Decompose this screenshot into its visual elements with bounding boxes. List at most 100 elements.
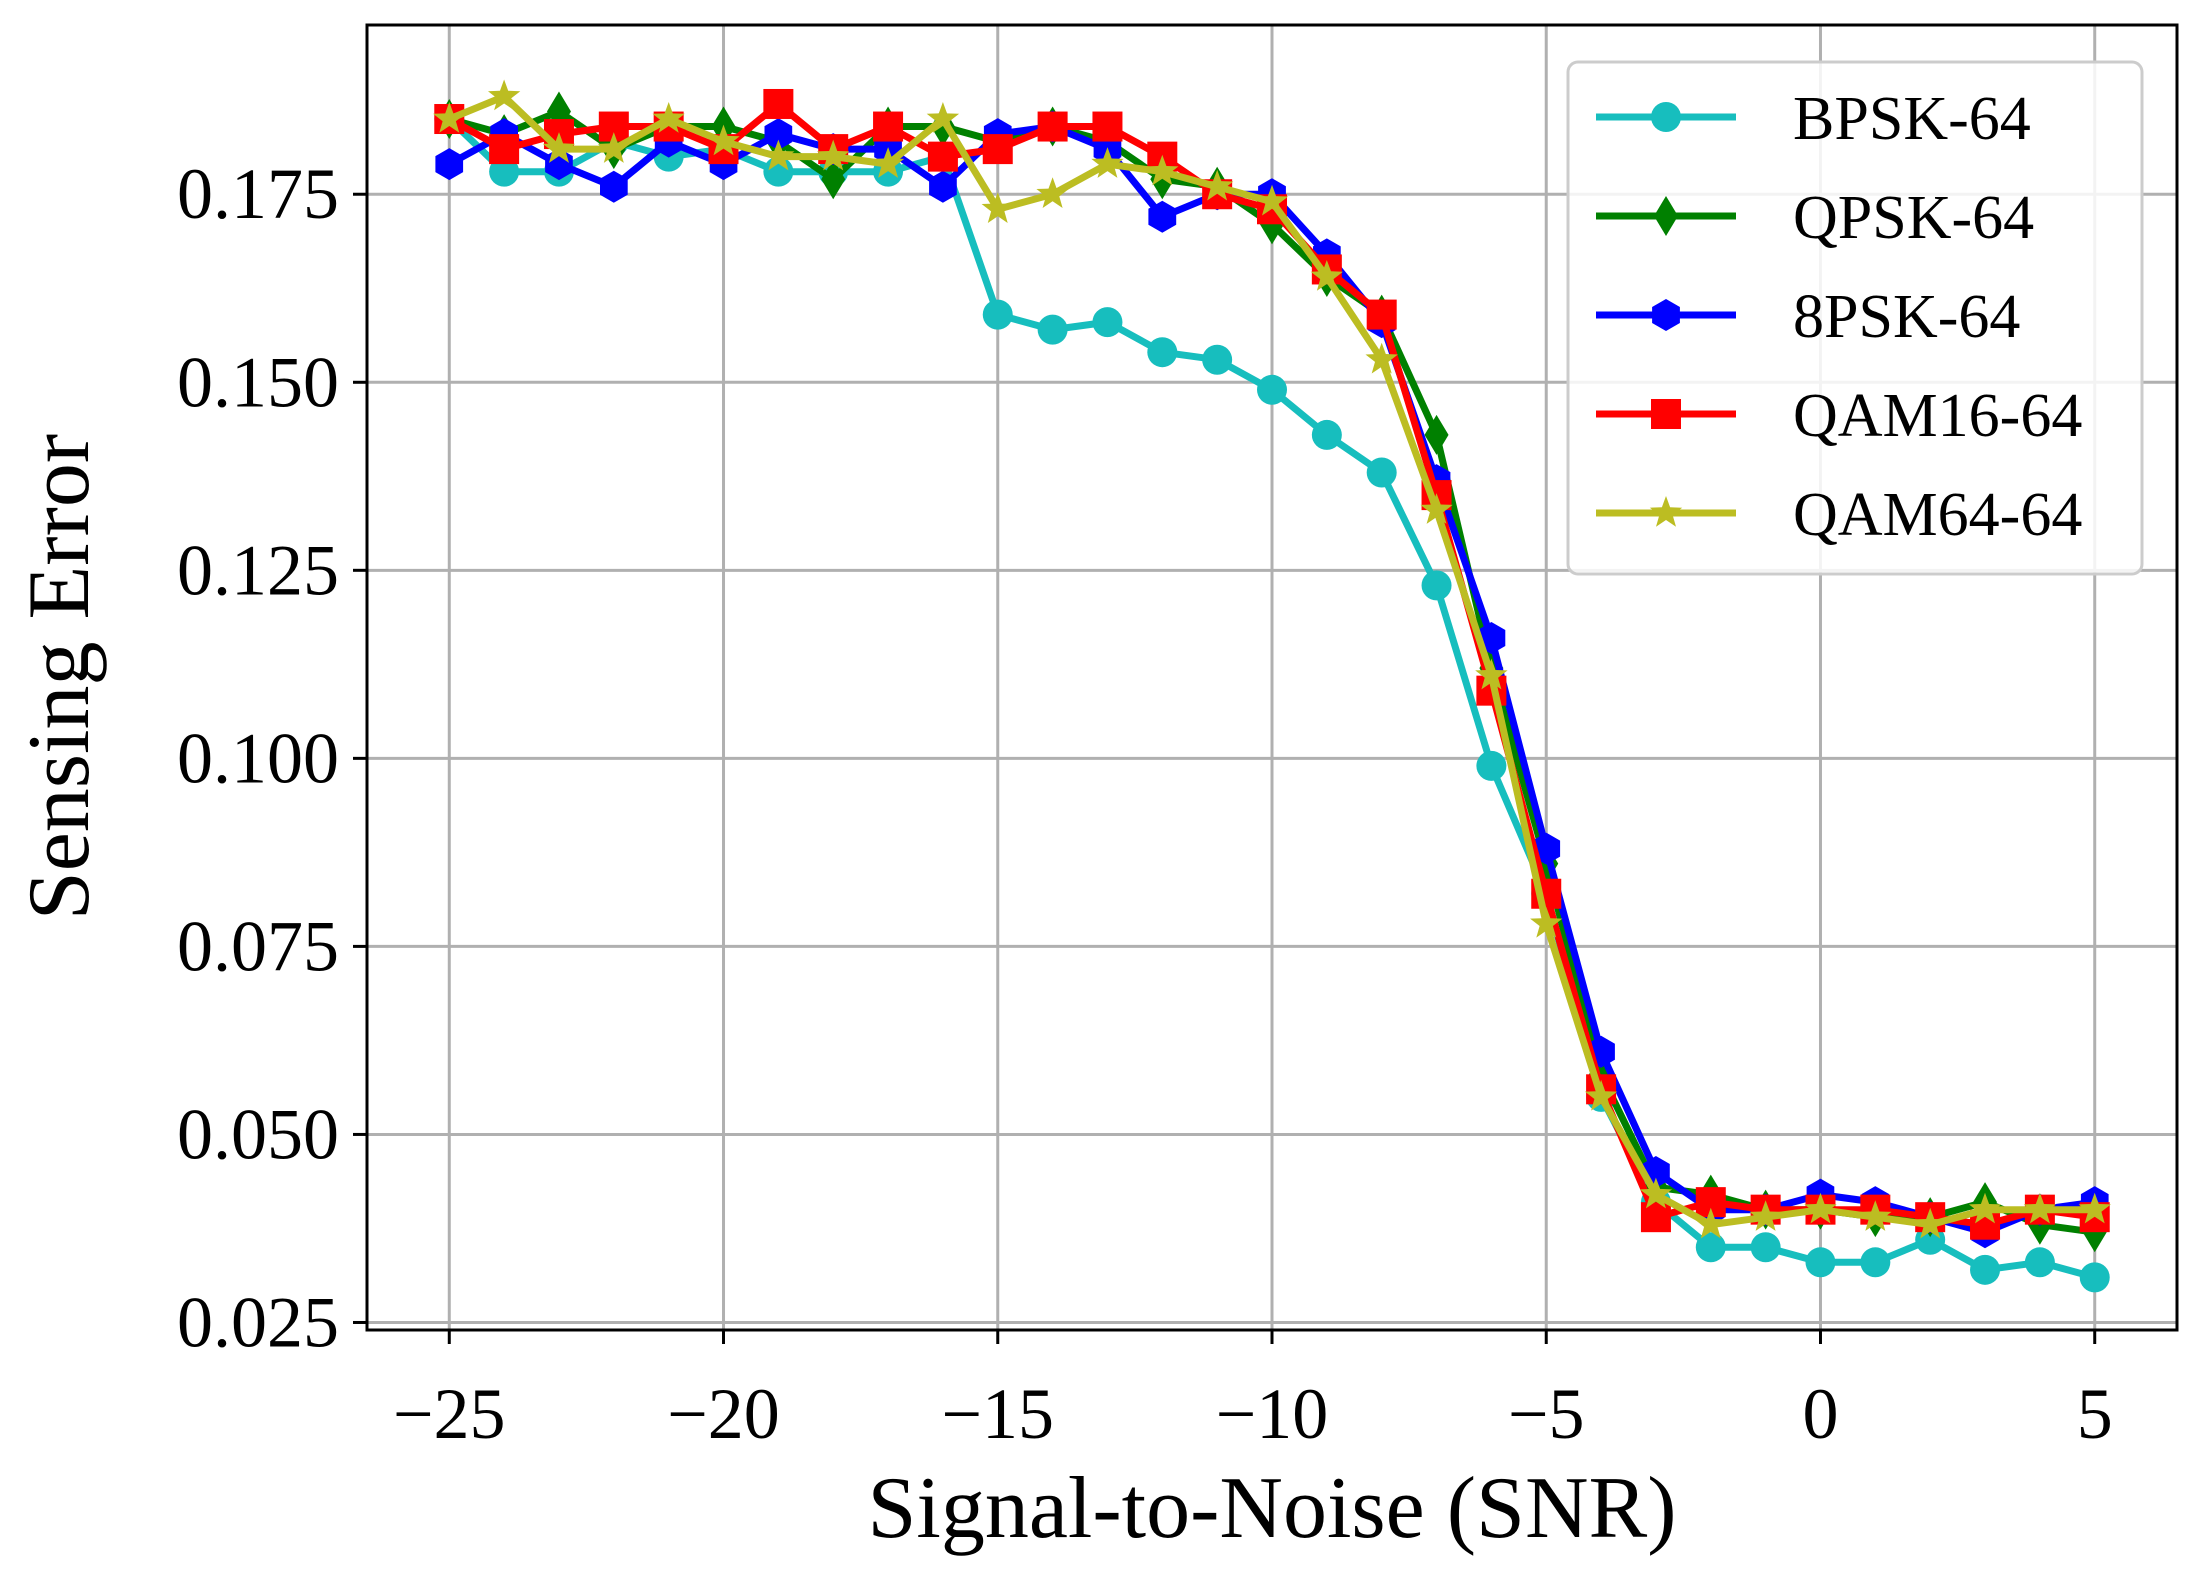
- legend-label: BPSK-64: [1793, 85, 2031, 153]
- series-qam64-64: [433, 79, 2111, 1239]
- series-layer: [433, 79, 2111, 1293]
- data-point-8psk-64: [600, 170, 628, 203]
- data-point-bpsk-64: [1311, 419, 1342, 450]
- data-point-qam16-64: [763, 88, 794, 119]
- data-point-qam16-64: [1640, 1202, 1671, 1233]
- legend-marker: [1649, 496, 1683, 527]
- y-tick-label: 0.150: [177, 342, 339, 422]
- data-point-qam64-64: [1859, 1200, 1892, 1231]
- legend-entry-8psk-64: 8PSK-64: [1596, 283, 2020, 351]
- data-point-qam64-64: [1639, 1177, 1673, 1209]
- data-point-qam16-64: [1366, 299, 1397, 330]
- data-point-bpsk-64: [489, 156, 520, 187]
- legend-marker: [1654, 196, 1678, 236]
- data-point-qam16-64: [489, 134, 520, 165]
- data-point-qam16-64: [982, 134, 1013, 165]
- data-point-qam16-64: [873, 111, 904, 142]
- y-tick-label: 0.025: [177, 1282, 339, 1362]
- data-point-qam64-64: [1310, 260, 1343, 291]
- data-point-qam64-64: [817, 139, 850, 171]
- data-point-qpsk-64: [821, 159, 846, 200]
- x-tick-label: −10: [1216, 1374, 1329, 1454]
- data-point-8psk-64: [435, 148, 464, 181]
- data-point-qam64-64: [1091, 147, 1124, 178]
- legend-entry-qam64-64: QAM64-64: [1596, 481, 2082, 549]
- data-point-bpsk-64: [1970, 1254, 2001, 1285]
- y-tick-label: 0.100: [177, 718, 339, 798]
- data-point-qam64-64: [652, 102, 685, 133]
- y-tick-label: 0.125: [177, 530, 339, 610]
- data-point-qam64-64: [1968, 1192, 2002, 1224]
- data-point-qam64-64: [1804, 1192, 1837, 1224]
- y-axis: 0.025 0.050 0.075 0.100 0.125 0.150 0.175: [177, 154, 367, 1362]
- x-tick-label: 5: [2077, 1374, 2113, 1454]
- legend-marker: [1651, 399, 1681, 429]
- data-point-qam64-64: [1365, 342, 1398, 374]
- legend-marker: [1652, 299, 1680, 331]
- data-point-bpsk-64: [1860, 1247, 1891, 1278]
- data-point-bpsk-64: [1257, 374, 1287, 405]
- x-axis-label: Signal-to-Noise (SNR): [867, 1460, 1676, 1557]
- data-point-qam64-64: [597, 132, 630, 163]
- data-point-8psk-64: [929, 170, 957, 203]
- data-point-qam64-64: [2023, 1192, 2056, 1224]
- data-point-qam64-64: [1255, 184, 1289, 216]
- data-point-bpsk-64: [1366, 457, 1397, 488]
- data-point-bpsk-64: [1147, 337, 1178, 368]
- data-point-qam64-64: [1420, 493, 1453, 524]
- legend-label: QAM16-64: [1793, 382, 2082, 450]
- data-point-qam16-64: [1037, 111, 1068, 142]
- data-point-8psk-64: [764, 118, 793, 151]
- legend-marker: [1651, 102, 1681, 132]
- y-axis-label: Sensing Error: [11, 434, 108, 920]
- data-point-qam64-64: [1914, 1207, 1947, 1239]
- data-point-8psk-64: [1148, 200, 1177, 233]
- data-point-qam64-64: [1475, 658, 1508, 690]
- data-point-qpsk-64: [546, 91, 571, 132]
- data-point-qam64-64: [926, 102, 960, 133]
- y-tick-label: 0.175: [177, 154, 339, 234]
- data-point-qam64-64: [1530, 906, 1563, 938]
- legend-frame: [1566, 60, 2144, 576]
- data-point-qam64-64: [1201, 169, 1234, 201]
- x-tick-label: −25: [393, 1374, 506, 1454]
- data-point-qam64-64: [762, 139, 795, 171]
- data-point-bpsk-64: [1421, 570, 1452, 601]
- x-tick-label: −15: [941, 1374, 1054, 1454]
- data-point-qam16-64: [927, 141, 958, 172]
- y-tick-label: 0.075: [177, 906, 339, 986]
- data-point-bpsk-64: [1202, 344, 1233, 375]
- data-point-qam16-64: [1092, 111, 1123, 142]
- x-tick-label: −20: [667, 1374, 780, 1454]
- data-point-bpsk-64: [2024, 1247, 2055, 1278]
- data-point-qam64-64: [1694, 1207, 1727, 1239]
- data-point-bpsk-64: [1805, 1247, 1836, 1278]
- legend-label: QAM64-64: [1793, 481, 2082, 549]
- x-tick-label: 0: [1802, 1374, 1838, 1454]
- data-point-bpsk-64: [1037, 314, 1068, 345]
- x-tick-label: −5: [1508, 1374, 1585, 1454]
- data-point-qam64-64: [1146, 154, 1179, 186]
- legend: BPSK-64 QPSK-64 8PSK-64 QAM16-64 QAM64-64: [1566, 60, 2144, 576]
- data-point-bpsk-64: [982, 299, 1013, 330]
- data-point-qam64-64: [2078, 1192, 2111, 1224]
- data-point-qam64-64: [1749, 1200, 1782, 1231]
- legend-label: 8PSK-64: [1793, 283, 2020, 351]
- legend-entry-qpsk-64: QPSK-64: [1596, 184, 2034, 252]
- legend-label: QPSK-64: [1793, 184, 2034, 252]
- data-point-qam64-64: [433, 102, 466, 133]
- legend-entry-qam16-64: QAM16-64: [1596, 382, 2082, 450]
- data-point-qam64-64: [1584, 1079, 1618, 1111]
- data-point-bpsk-64: [1476, 750, 1507, 781]
- data-point-qam64-64: [707, 124, 740, 156]
- data-point-qam64-64: [1036, 177, 1069, 208]
- data-point-qam64-64: [981, 192, 1014, 223]
- data-point-bpsk-64: [1092, 307, 1123, 338]
- y-tick-label: 0.050: [177, 1094, 339, 1174]
- data-point-qam64-64: [542, 132, 576, 163]
- x-axis: −25 −20 −15 −10 −5 0 5: [393, 1330, 2113, 1454]
- data-point-bpsk-64: [1695, 1232, 1726, 1263]
- data-point-qam64-64: [871, 147, 905, 178]
- data-point-qpsk-64: [1424, 414, 1449, 455]
